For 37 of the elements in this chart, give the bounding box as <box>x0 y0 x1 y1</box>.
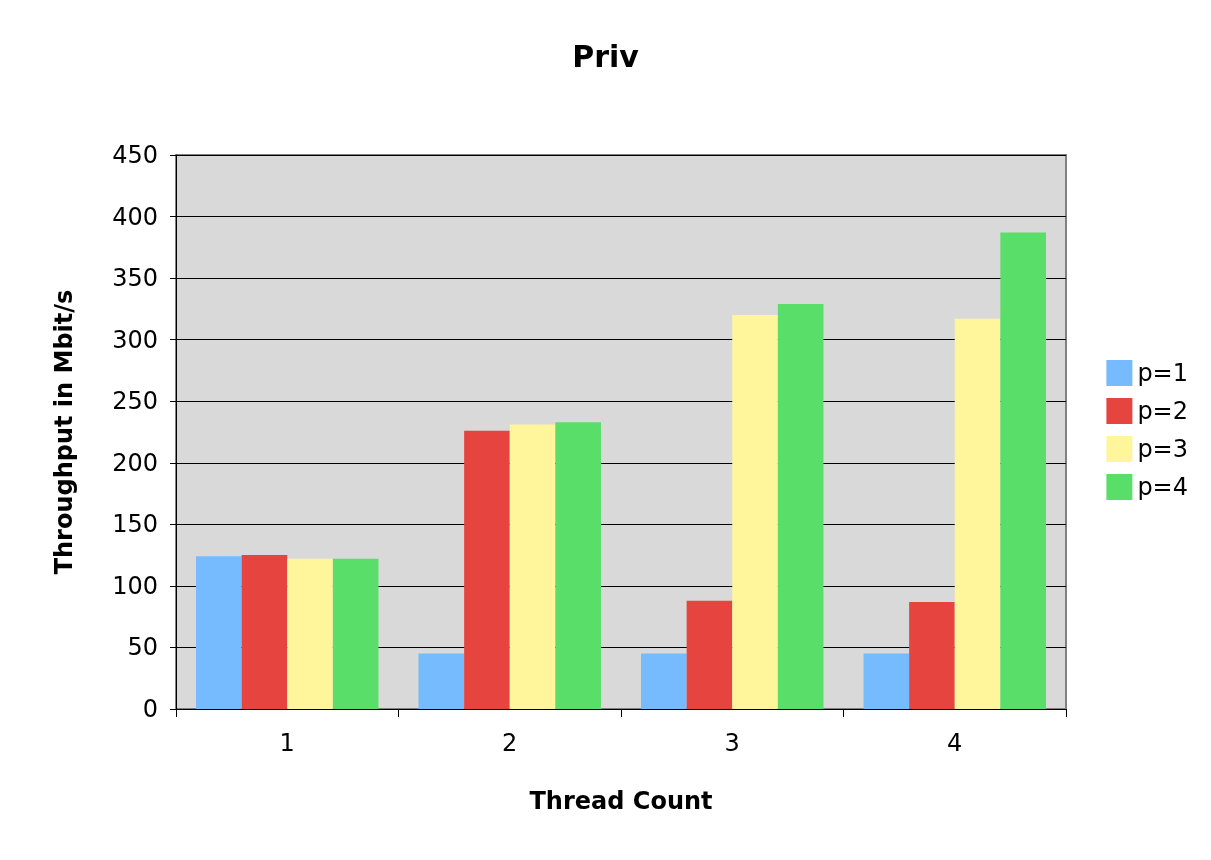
bar <box>863 653 910 709</box>
legend-label: p=4 <box>1137 473 1189 501</box>
y-tick-label: 350 <box>112 264 158 293</box>
bar <box>241 555 288 709</box>
y-tick-label: 300 <box>112 325 158 354</box>
bar <box>732 315 778 709</box>
bar <box>509 424 556 709</box>
bar <box>777 303 824 709</box>
bar <box>686 600 733 709</box>
legend-label: p=2 <box>1137 397 1189 425</box>
bar <box>287 558 333 709</box>
legend-label: p=3 <box>1137 435 1189 463</box>
x-tick-label: 2 <box>502 729 518 757</box>
bar <box>909 601 955 709</box>
bar <box>196 556 242 709</box>
chart-title: Priv <box>572 38 640 74</box>
y-tick-label: 250 <box>112 387 158 416</box>
bar <box>418 653 465 709</box>
y-tick-label: 0 <box>142 695 158 723</box>
bar <box>1000 232 1046 709</box>
y-tick-label: 100 <box>112 571 158 600</box>
bar <box>464 430 510 709</box>
bar <box>954 318 1001 709</box>
bar <box>641 653 687 709</box>
legend-label: p=1 <box>1137 359 1189 387</box>
y-axis-title: Throughput in Mbit/s <box>50 289 78 575</box>
y-tick-label: 50 <box>127 633 158 662</box>
x-tick-label: 3 <box>724 729 740 757</box>
x-axis-title: Thread Count <box>529 787 713 815</box>
y-tick-label: 450 <box>112 141 158 169</box>
x-tick-label: 1 <box>279 729 295 757</box>
y-tick-label: 200 <box>112 448 158 477</box>
y-tick-label: 400 <box>112 202 158 231</box>
bar <box>555 422 601 709</box>
y-tick-label: 150 <box>112 510 158 539</box>
x-tick-label: 4 <box>947 729 963 757</box>
bar <box>332 558 379 709</box>
